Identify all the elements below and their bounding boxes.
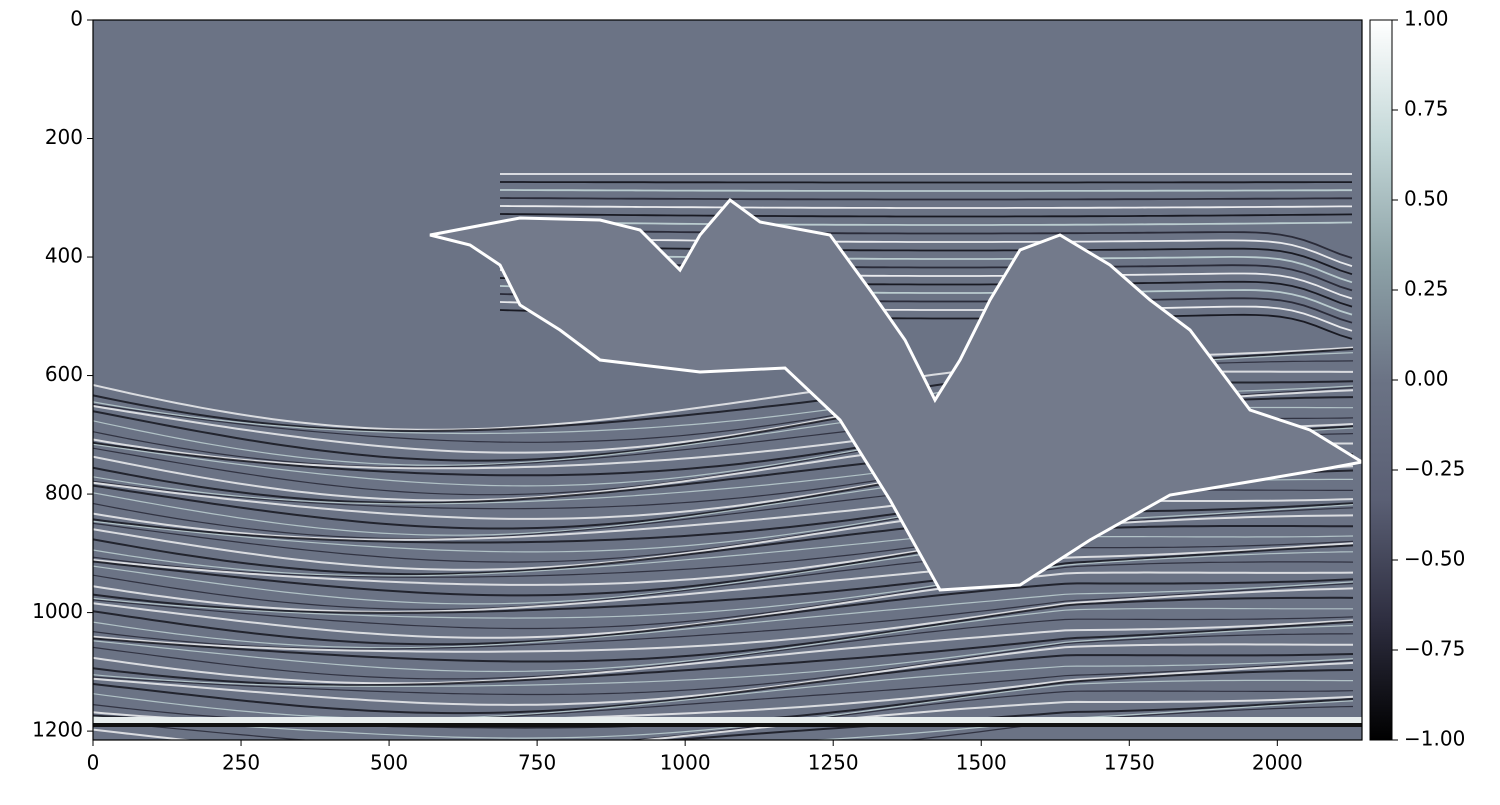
reflector — [93, 525, 1354, 597]
colorbar-tick-label: −0.25 — [1404, 457, 1465, 481]
colorbar-tick-label: 0.25 — [1404, 277, 1449, 301]
x-tick-label: 250 — [222, 751, 260, 775]
reflector — [500, 181, 1352, 184]
y-tick-label: 0 — [70, 7, 83, 31]
reflector — [807, 700, 1354, 740]
reflector — [93, 619, 1354, 685]
x-tick-label: 1750 — [1104, 751, 1155, 775]
reflector — [93, 551, 1354, 619]
reflector — [499, 213, 1353, 218]
colorbar-tick-label: −0.50 — [1404, 547, 1465, 571]
reflector — [93, 507, 1354, 578]
colorbar-tick-label: 0.75 — [1404, 97, 1449, 121]
colorbar-tick-label: 0.50 — [1404, 187, 1449, 211]
y-tick-label: 400 — [45, 244, 83, 268]
reflector — [93, 653, 1354, 715]
reflector — [499, 221, 1353, 226]
reflector — [93, 561, 1354, 630]
reflector — [93, 540, 1354, 611]
reflector — [93, 596, 1354, 663]
seismic-image — [93, 20, 1362, 740]
reflector — [93, 695, 1354, 740]
colorbar — [1369, 19, 1393, 741]
reflector — [905, 705, 1354, 740]
reflector — [93, 582, 1354, 650]
reflector — [93, 542, 1354, 613]
colorbar-tick-label: −1.00 — [1404, 727, 1465, 751]
reflector — [93, 578, 1354, 646]
y-tick-label: 200 — [45, 125, 83, 149]
bottom-band — [93, 723, 1362, 727]
plot-frame — [92, 19, 1363, 741]
x-tick-label: 0 — [87, 751, 100, 775]
colorbar-tick-label: 1.00 — [1404, 7, 1449, 31]
salt-body — [429, 197, 1362, 592]
reflector — [93, 504, 1354, 577]
x-tick-label: 750 — [518, 751, 556, 775]
y-tick-label: 1000 — [32, 599, 83, 623]
reflector — [93, 587, 1354, 653]
x-tick-label: 1250 — [808, 751, 859, 775]
reflector — [93, 620, 1354, 687]
reflector — [93, 607, 1353, 673]
x-tick-label: 1000 — [660, 751, 711, 775]
x-tick-label: 500 — [370, 751, 408, 775]
y-tick-label: 800 — [45, 481, 83, 505]
x-tick-label: 1500 — [956, 751, 1007, 775]
y-tick-label: 1200 — [32, 718, 83, 742]
reflector — [93, 658, 1354, 720]
reflector — [93, 581, 1354, 649]
reflector — [93, 624, 1354, 687]
reflector — [93, 643, 1353, 706]
reflector — [93, 697, 1354, 740]
bottom-band — [93, 717, 1362, 723]
reflector — [500, 189, 1352, 192]
reflector — [93, 679, 1353, 739]
y-tick-label: 600 — [45, 362, 83, 386]
reflector — [93, 571, 1354, 639]
colorbar-tick-label: −0.75 — [1404, 637, 1465, 661]
x-tick-label: 2000 — [1252, 751, 1303, 775]
reflector — [93, 544, 1354, 614]
reflector — [93, 616, 1354, 680]
reflector — [499, 197, 1352, 201]
reflector — [499, 205, 1352, 209]
reflector — [93, 633, 1354, 696]
colorbar-tick-label: 0.00 — [1404, 367, 1449, 391]
reflector — [93, 514, 1354, 586]
reflector — [93, 535, 1354, 605]
